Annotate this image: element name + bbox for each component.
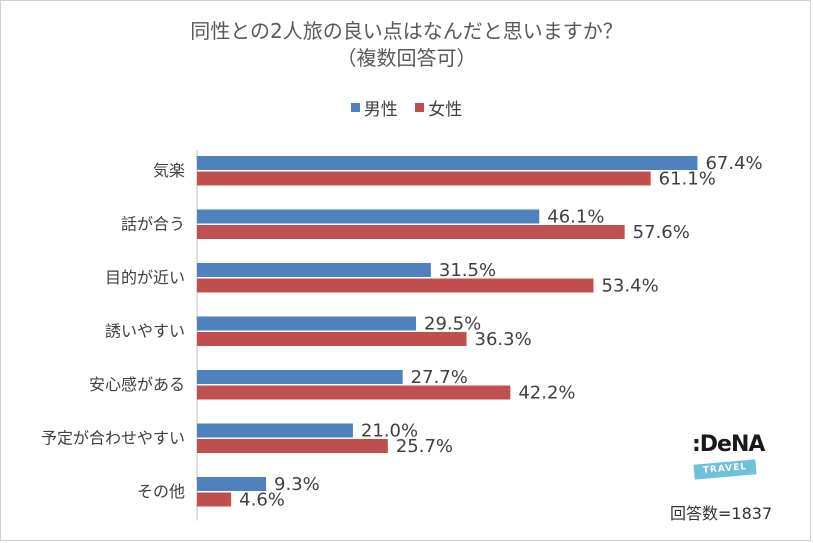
data-label-male: 9.3% xyxy=(274,474,320,495)
legend-swatch-male xyxy=(350,103,360,112)
category-label: 話が合う xyxy=(121,215,185,234)
chart-subtitle: （複数回答可） xyxy=(336,46,477,70)
data-label-female: 57.6% xyxy=(633,222,690,243)
bar-female xyxy=(197,439,388,453)
bar-male xyxy=(197,370,403,384)
data-label-male: 46.1% xyxy=(547,207,604,228)
category-label: 安心感がある xyxy=(89,375,185,394)
bar-female xyxy=(197,332,467,346)
data-label-female: 25.7% xyxy=(396,436,453,457)
bar-male xyxy=(197,263,431,277)
bar-female xyxy=(197,171,651,186)
category-label: 予定が合わせやすい xyxy=(41,429,185,448)
bar-female xyxy=(197,225,625,239)
bar-male xyxy=(197,316,417,331)
chart-title: 同性との2人旅の良い点はなんだと思いますか？ xyxy=(190,19,623,43)
legend-swatch-female xyxy=(415,103,425,112)
bar-male xyxy=(197,209,540,224)
legend-item-male: 男性 xyxy=(350,95,398,120)
chart-title-block: 同性との2人旅の良い点はなんだと思いますか？ （複数回答可） xyxy=(0,18,813,72)
data-label-male: 27.7% xyxy=(411,367,468,388)
bar-female xyxy=(197,492,232,507)
legend-label-female: 女性 xyxy=(428,100,463,120)
bar-female xyxy=(197,385,511,400)
logo-sub: TRAVEL xyxy=(693,459,757,480)
bar-female xyxy=(197,278,594,293)
legend-item-female: 女性 xyxy=(415,95,462,120)
category-label: 気楽 xyxy=(153,161,185,180)
logo-brand: :DeNA xyxy=(692,432,765,457)
bar-male xyxy=(197,423,353,438)
data-label-male: 21.0% xyxy=(361,421,418,442)
data-label-male: 29.5% xyxy=(424,314,481,335)
legend-label-male: 男性 xyxy=(363,100,398,120)
bar-male xyxy=(197,477,267,491)
dena-travel-logo: :DeNA TRAVEL xyxy=(692,432,765,488)
bar-male xyxy=(197,156,698,170)
data-label-female: 36.3% xyxy=(475,329,532,350)
data-label-female: 53.4% xyxy=(601,276,658,297)
category-label: 目的が近い xyxy=(105,268,185,287)
data-label-male: 67.4% xyxy=(705,153,762,174)
data-label-female: 42.2% xyxy=(518,383,575,404)
respondent-count: 回答数=1837 xyxy=(670,504,773,523)
chart-legend: 男性 女性 xyxy=(0,95,813,120)
category-label: その他 xyxy=(137,482,185,501)
data-label-male: 31.5% xyxy=(439,260,496,281)
data-label-female: 61.1% xyxy=(659,169,716,190)
data-label-female: 4.6% xyxy=(239,490,285,511)
category-label: 誘いやすい xyxy=(105,322,185,341)
